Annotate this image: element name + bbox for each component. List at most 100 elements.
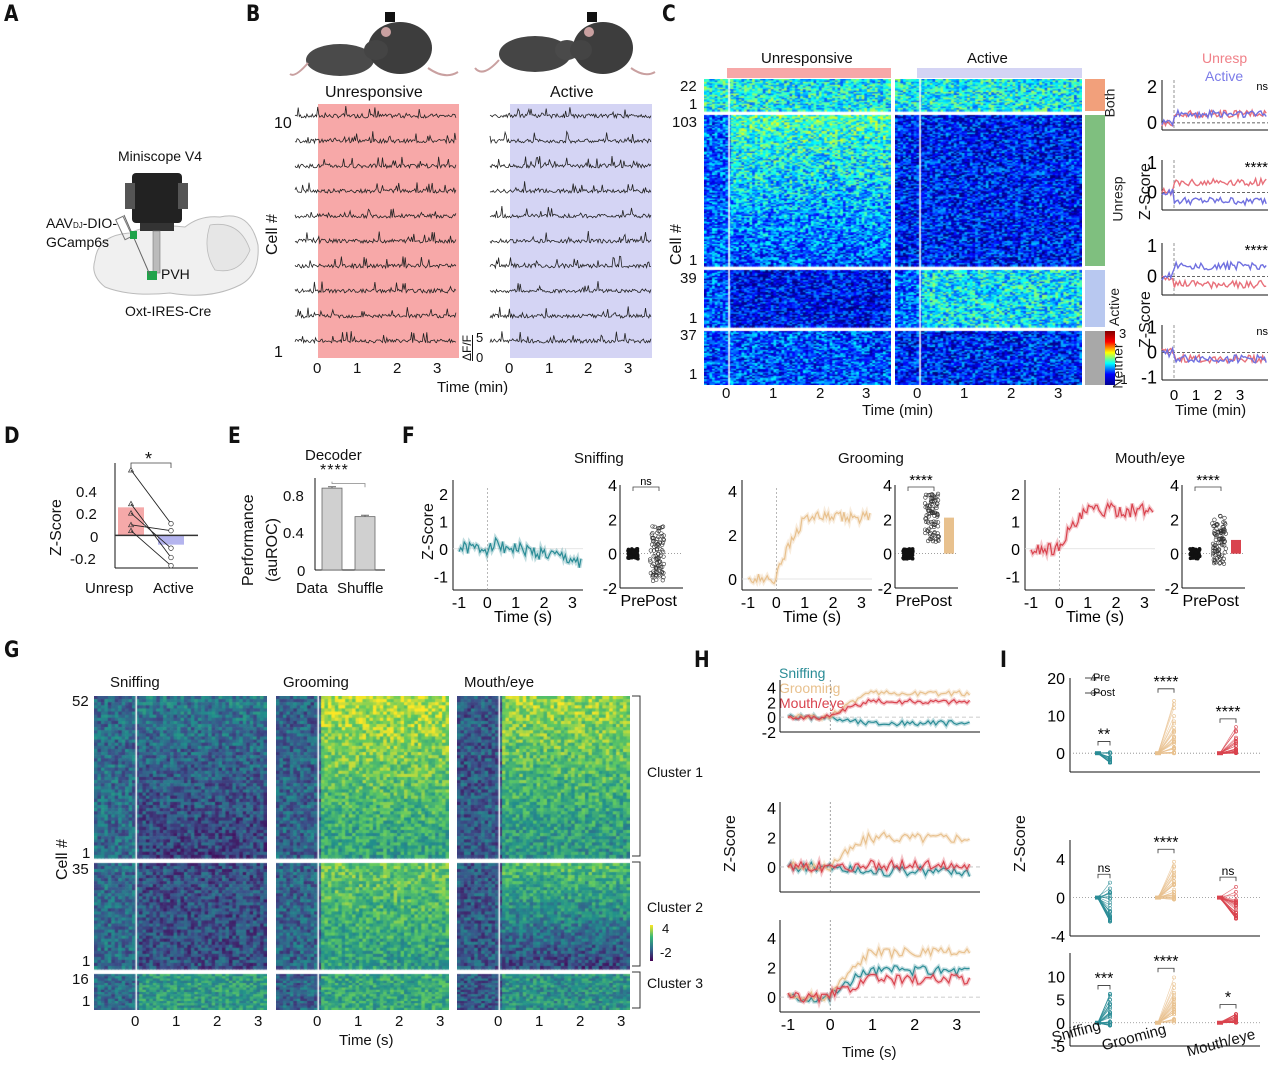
x-tick: 1 — [353, 360, 362, 377]
cluster-2-subplot: 4 2 0 — [767, 801, 980, 893]
post-point — [1234, 884, 1238, 889]
calcium-trace — [294, 131, 457, 145]
x-tick: -1 — [741, 595, 755, 612]
post-point — [1218, 514, 1223, 519]
post-point — [1172, 996, 1176, 1001]
post-point — [1234, 890, 1238, 894]
post-point — [1214, 526, 1219, 532]
panel-label-c: C — [662, 2, 676, 27]
virus-indicator: GCamp6s — [46, 234, 110, 250]
significance-bracket — [1157, 688, 1175, 693]
post-point — [935, 501, 940, 506]
y-tick: 2 — [1170, 512, 1179, 529]
calcium-trace — [294, 156, 457, 170]
paired-line — [1219, 727, 1237, 754]
post-point — [1172, 719, 1176, 724]
post-point — [923, 492, 929, 497]
x-tick: 0 — [494, 1013, 503, 1030]
y-tick: 0 — [608, 547, 617, 564]
mouse-illustration-unresponsive — [289, 12, 459, 77]
x-tick: 2 — [910, 1017, 919, 1034]
post-point — [660, 564, 665, 570]
cluster2-bottom: 1 — [82, 953, 91, 970]
panel-label-a: A — [4, 2, 19, 27]
cluster1-top: 52 — [72, 693, 89, 710]
paired-line — [1157, 1005, 1175, 1024]
chart-title: Decoder — [305, 447, 362, 464]
x-tick: 1 — [868, 1017, 877, 1034]
paired-line — [1157, 871, 1175, 898]
significance-bracket — [1219, 1004, 1237, 1009]
post-point — [933, 510, 938, 515]
x-axis-label: Time (min) — [437, 379, 509, 396]
x-tick: 3 — [1236, 387, 1244, 404]
x-tick: 1 — [354, 1013, 363, 1030]
post-point — [652, 524, 657, 529]
post-point — [929, 496, 934, 501]
post-point — [659, 534, 664, 539]
significance-bracket — [632, 486, 660, 491]
group-bar-active: Active — [1085, 270, 1122, 327]
post-point — [1172, 735, 1176, 740]
line-x-axis-label: Time (min) — [1175, 402, 1247, 419]
post-point — [661, 533, 666, 538]
significance-bracket — [1194, 486, 1222, 491]
post-point — [656, 555, 661, 560]
x-tick: -1 — [781, 1017, 795, 1034]
y-tick: 5 — [1056, 993, 1065, 1010]
decoder-bar-chart — [314, 478, 385, 571]
pre-points — [1217, 895, 1223, 900]
post-point — [925, 538, 931, 544]
condition-title-unresponsive: Unresponsive — [761, 50, 853, 67]
calcium-trace — [294, 281, 457, 295]
post-point — [1218, 555, 1224, 560]
post-point — [656, 526, 662, 531]
condition-title-active: Active — [967, 50, 1008, 67]
paired-line — [1157, 721, 1175, 754]
paired-line — [1097, 888, 1111, 897]
x-tick: 0 — [505, 360, 514, 377]
group-label: Active — [1106, 287, 1123, 326]
post-point — [1217, 561, 1222, 566]
x-tick: 0 — [131, 1013, 140, 1030]
post-point — [661, 554, 666, 559]
post-point — [931, 519, 936, 524]
paired-line — [1157, 994, 1175, 1023]
x-axis-label: Time (s) — [783, 609, 841, 626]
cluster-brackets — [632, 695, 641, 1009]
x-tick: 3 — [433, 360, 442, 377]
sem-band — [787, 695, 972, 723]
post-point — [1234, 904, 1238, 908]
post-point — [1220, 524, 1225, 530]
virus-construct: -DIO- — [82, 215, 117, 231]
x-tick: 3 — [617, 1013, 626, 1030]
post-point — [1108, 1003, 1112, 1007]
significance: ns — [1256, 81, 1268, 93]
pre-point — [635, 553, 640, 558]
paired-line — [1097, 993, 1111, 1024]
post-point — [1172, 746, 1176, 751]
unresponsive-period-bar — [727, 68, 891, 78]
pre-point — [1189, 550, 1194, 555]
post-point — [923, 516, 928, 521]
post-point — [1210, 521, 1215, 526]
unresp-trace — [1161, 347, 1267, 365]
post-point — [1108, 1020, 1112, 1025]
post-point — [660, 540, 666, 545]
calcium-trace — [489, 331, 652, 344]
mouse-illustration-active — [474, 12, 656, 76]
panel-label-g: G — [4, 638, 20, 663]
post-point — [651, 548, 656, 553]
post-point — [929, 520, 934, 525]
calcium-trace — [294, 106, 457, 120]
significance: * — [145, 449, 153, 469]
bar-active — [158, 535, 184, 545]
post-point — [1234, 725, 1238, 730]
pre-point — [908, 547, 913, 552]
post-point — [1211, 524, 1216, 529]
group-unresp-bottom: 1 — [689, 252, 698, 269]
y-tick: 1 — [1011, 514, 1020, 531]
